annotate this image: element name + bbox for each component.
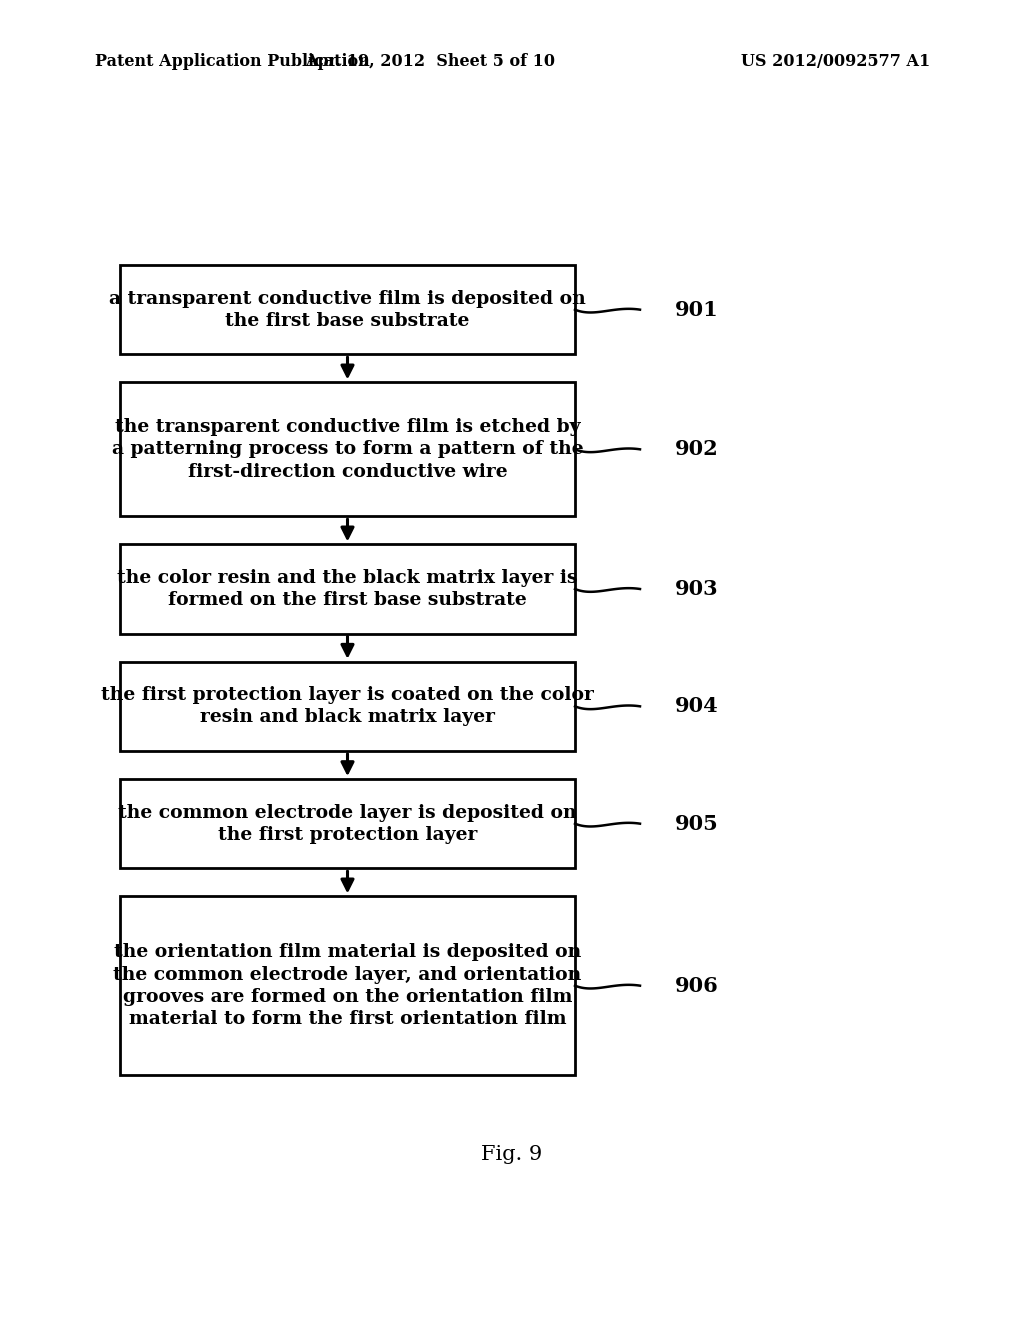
Text: the transparent conductive film is etched by
a patterning process to form a patt: the transparent conductive film is etche… (112, 418, 584, 480)
Text: 903: 903 (675, 579, 719, 599)
Text: the common electrode layer is deposited on
the first protection layer: the common electrode layer is deposited … (118, 804, 577, 843)
Text: 906: 906 (675, 975, 719, 995)
Text: 904: 904 (675, 697, 719, 717)
Text: the first protection layer is coated on the color
resin and black matrix layer: the first protection layer is coated on … (101, 686, 594, 726)
Text: Fig. 9: Fig. 9 (481, 1146, 543, 1164)
Text: 905: 905 (675, 813, 719, 834)
Text: 901: 901 (675, 300, 719, 319)
Text: the color resin and the black matrix layer is
formed on the first base substrate: the color resin and the black matrix lay… (118, 569, 578, 609)
Bar (120, 896, 575, 1074)
Text: Patent Application Publication: Patent Application Publication (95, 54, 370, 70)
Text: 902: 902 (675, 440, 719, 459)
Text: a transparent conductive film is deposited on
the first base substrate: a transparent conductive film is deposit… (110, 289, 586, 330)
Bar (120, 383, 575, 516)
Text: the orientation film material is deposited on
the common electrode layer, and or: the orientation film material is deposit… (114, 944, 582, 1028)
Bar (120, 265, 575, 354)
Bar (120, 779, 575, 869)
Text: US 2012/0092577 A1: US 2012/0092577 A1 (740, 54, 930, 70)
Bar (120, 661, 575, 751)
Bar (120, 544, 575, 634)
Text: Apr. 19, 2012  Sheet 5 of 10: Apr. 19, 2012 Sheet 5 of 10 (305, 54, 555, 70)
